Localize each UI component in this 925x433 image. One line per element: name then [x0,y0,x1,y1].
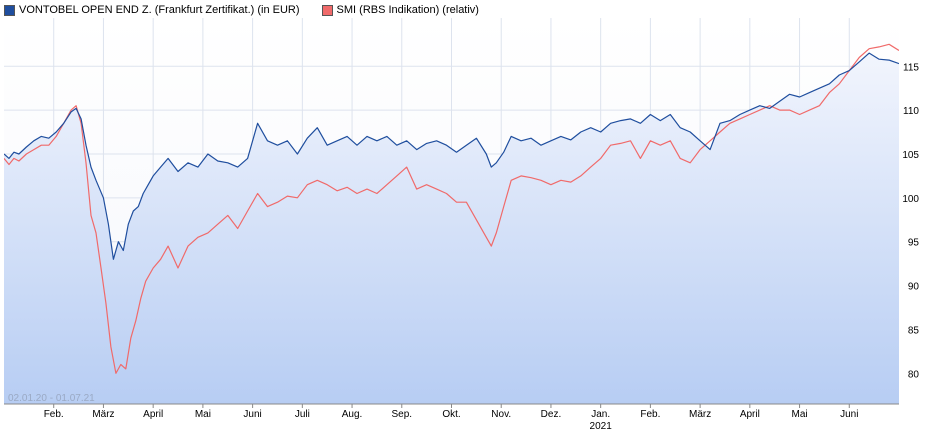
x-tick-label-0: Feb. [44,409,64,420]
legend-item-vontobel[interactable]: VONTOBEL OPEN END Z. (Frankfurt Zertifik… [4,4,300,16]
series-line-smi [4,43,899,374]
legend-label-vontobel: VONTOBEL OPEN END Z. (Frankfurt Zertifik… [19,4,300,16]
y-tick-label-85: 85 [908,325,920,336]
legend-swatch-vontobel [4,4,15,16]
area-fill-group [4,53,899,404]
x-tick-sublabel-11: 2021 [590,421,613,432]
chart-legend: VONTOBEL OPEN END Z. (Frankfurt Zertifik… [4,2,501,18]
x-tick-label-10: Dez. [541,409,562,420]
y-tick-label-105: 105 [902,150,919,161]
x-tick-label-14: April [740,409,760,420]
x-tick-label-15: Mai [791,409,807,420]
date-range-label: 02.01.20 - 01.07.21 [8,393,95,404]
y-tick-label-115: 115 [903,62,919,73]
series-lines-group [4,43,899,374]
y-tick-label-110: 110 [903,106,919,117]
x-tick-label-2: April [143,409,163,420]
y-tick-label-90: 90 [908,282,920,293]
x-tick-label-3: Mai [195,409,211,420]
x-tick-label-7: Sep. [391,409,412,420]
legend-item-smi[interactable]: SMI (RBS Indikation) (relativ) [321,4,479,16]
y-tick-label-80: 80 [908,369,920,380]
legend-label-smi: SMI (RBS Indikation) (relativ) [336,4,479,16]
x-axis-ticks: Feb. März April Mai Juni Juli Aug. Sep. Okt. Nov.… [44,404,858,432]
x-tick-label-1: März [92,409,114,420]
y-tick-label-95: 95 [908,238,920,249]
y-axis-ticks: 80 85 90 95 100 105 110 115 [902,62,919,380]
x-tick-label-9: Nov. [491,409,511,420]
x-tick-label-16: Juni [840,409,858,420]
y-tick-label-100: 100 [902,194,919,205]
x-tick-label-5: Juli [295,409,310,420]
x-tick-label-11: Jan. [591,409,610,420]
x-tick-label-4: Juni [243,409,261,420]
x-tick-label-6: Aug. [342,409,363,420]
x-tick-label-12: Feb. [640,409,660,420]
legend-swatch-smi [321,4,333,16]
x-tick-label-8: Okt. [442,409,460,420]
series-area-0 [4,53,899,404]
series-line-vontobel [4,52,899,260]
x-tick-label-13: März [689,409,711,420]
